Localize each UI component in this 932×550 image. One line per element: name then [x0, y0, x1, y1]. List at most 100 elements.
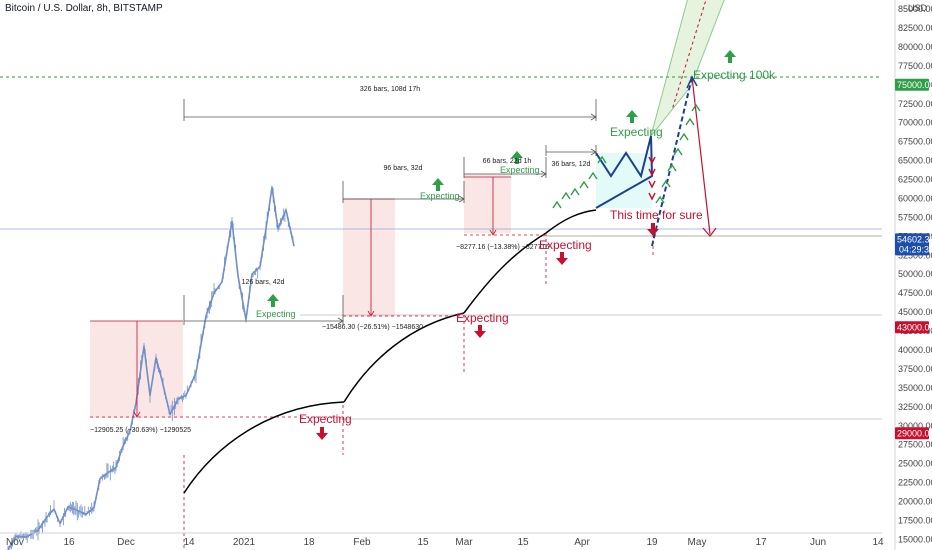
current-price-tag [895, 233, 929, 256]
projection-rally [651, 76, 693, 247]
green-chevron-1 [552, 200, 562, 209]
y-tick-label-18: 40000.00 [898, 345, 932, 355]
drop-label-3: −8277.16 (−13.38%) −827716 [456, 244, 549, 251]
up-arrow-2 [432, 178, 444, 191]
support-curve-1 [183, 401, 345, 494]
y-tick-label-11: 57500.00 [898, 212, 932, 222]
expecting-label-green-4: Expecting [610, 125, 663, 139]
drawdown-zone-2 [343, 199, 395, 317]
x-tick-label-11: 19 [646, 537, 658, 548]
y-tick-label-10: 60000.00 [898, 194, 932, 204]
green-chevron-rally-7 [691, 103, 701, 112]
up-arrow-3 [511, 151, 523, 164]
range-label-1: 126 bars, 42d [242, 279, 285, 286]
x-tick-label-5: 18 [303, 537, 315, 548]
y-axis-unit: USD [908, 3, 928, 13]
green-chevron-2 [561, 191, 571, 200]
x-tick-label-7: 15 [417, 537, 429, 548]
down-arrow-3 [556, 252, 568, 265]
countdown-label: 04:29:36 [899, 244, 932, 254]
y-tick-label-20: 35000.00 [898, 383, 932, 393]
green-chevron-rally-4 [673, 147, 683, 156]
y-tick-label-8: 65000.00 [898, 156, 932, 166]
price-tag-1 [895, 78, 929, 91]
support-curve-4 [545, 209, 597, 234]
y-tick-label-25: 22500.00 [898, 478, 932, 488]
expecting-label-green-3: Expecting [500, 165, 540, 175]
range-label-4: 36 bars, 12d [552, 161, 591, 168]
y-tick-label-14: 50000.00 [898, 269, 932, 279]
price-series-layer [7, 185, 295, 550]
drop-arrowhead-2 [367, 310, 375, 317]
y-tick-label-22: 30000.00 [898, 421, 932, 431]
y-tick-label-9: 62500.00 [898, 175, 932, 185]
x-tick-label-8: Mar [455, 537, 473, 548]
y-tick-label-23: 27500.00 [898, 440, 932, 450]
expecting-label-green-1: Expecting [256, 309, 296, 319]
y-tick-label-7: 67500.00 [898, 137, 932, 147]
x-tick-label-12: May [688, 537, 707, 548]
price-tag-label-3: 29000.01 [897, 428, 932, 438]
x-tick-label-13: 17 [755, 537, 767, 548]
price-tag-2 [895, 321, 929, 334]
y-tick-label-15: 47500.00 [898, 288, 932, 298]
price-tag-3 [895, 427, 929, 440]
red-chevron-4 [648, 192, 656, 201]
range-arrowhead-3 [540, 170, 547, 178]
down-arrow-2 [474, 325, 486, 338]
range-arrowhead-5 [590, 113, 597, 121]
red-chevron-2 [648, 168, 656, 177]
projection-rally-arrowhead [686, 75, 698, 89]
x-tick-label-6: Feb [353, 537, 371, 548]
y-tick-label-2: 80000.00 [898, 42, 932, 52]
green-chevron-rally-5 [679, 132, 689, 141]
expecting-label-red-3: Expecting [539, 238, 592, 252]
channel-midline [671, 0, 707, 111]
x-tick-label-14: Jun [810, 537, 826, 548]
x-tick-label-15: 14 [872, 537, 884, 548]
down-arrow-1 [316, 427, 328, 440]
red-chevron-1 [648, 156, 656, 165]
expecting-100k-label: Expecting 100k [693, 68, 776, 82]
range-label-2: 96 bars, 32d [384, 165, 423, 172]
range-label-3: 66 bars, 22d 1h [483, 158, 532, 165]
zones-layer [90, 0, 725, 418]
expecting-label-red-1: Expecting [299, 412, 352, 426]
y-tick-label-24: 25000.00 [898, 459, 932, 469]
expecting-label-red-2: Expecting [456, 311, 509, 325]
current-price-label: 54602.31 [897, 234, 932, 244]
support-curve-2 [343, 312, 465, 403]
support-curve-3 [463, 232, 547, 314]
x-tick-label-9: 15 [517, 537, 529, 548]
x-tick-label-3: 14 [183, 537, 195, 548]
chart-title: Bitcoin / U.S. Dollar, 8h, BITSTAMP [5, 3, 163, 14]
expecting-label-green-2: Expecting [420, 191, 460, 201]
green-chevron-rally-2 [661, 179, 671, 188]
y-tick-label-28: 15000.00 [898, 534, 932, 544]
y-tick-label-19: 37500.00 [898, 364, 932, 374]
x-tick-label-10: Apr [574, 537, 590, 548]
up-arrow-5 [724, 50, 736, 63]
up-arrow-1 [267, 294, 279, 307]
drop-label-1: −12905.25 (−30.63%) −1290525 [90, 427, 191, 434]
y-tick-label-3: 77500.00 [898, 61, 932, 71]
y-tick-label-6: 70000.00 [898, 118, 932, 128]
range-arrowhead-2 [458, 195, 465, 203]
green-chevron-4 [579, 180, 589, 189]
projection-drop [691, 76, 711, 235]
drawings-layer [90, 50, 736, 494]
y-tick-label-26: 20000.00 [898, 497, 932, 507]
range-arrowhead-1 [337, 317, 344, 325]
green-chevron-rally-3 [667, 163, 677, 172]
drop-arrowhead-3 [489, 229, 497, 236]
down-arrow-4 [647, 223, 659, 236]
y-tick-label-5: 72500.00 [898, 99, 932, 109]
x-tick-label-4: 2021 [233, 537, 256, 548]
green-chevron-3 [570, 187, 580, 196]
this-time-for-sure-label: This time for sure [610, 208, 703, 222]
up-arrow-4 [626, 110, 638, 123]
price-tag-label-1: 75000.01 [897, 80, 932, 90]
y-tick-label-16: 45000.00 [898, 307, 932, 317]
